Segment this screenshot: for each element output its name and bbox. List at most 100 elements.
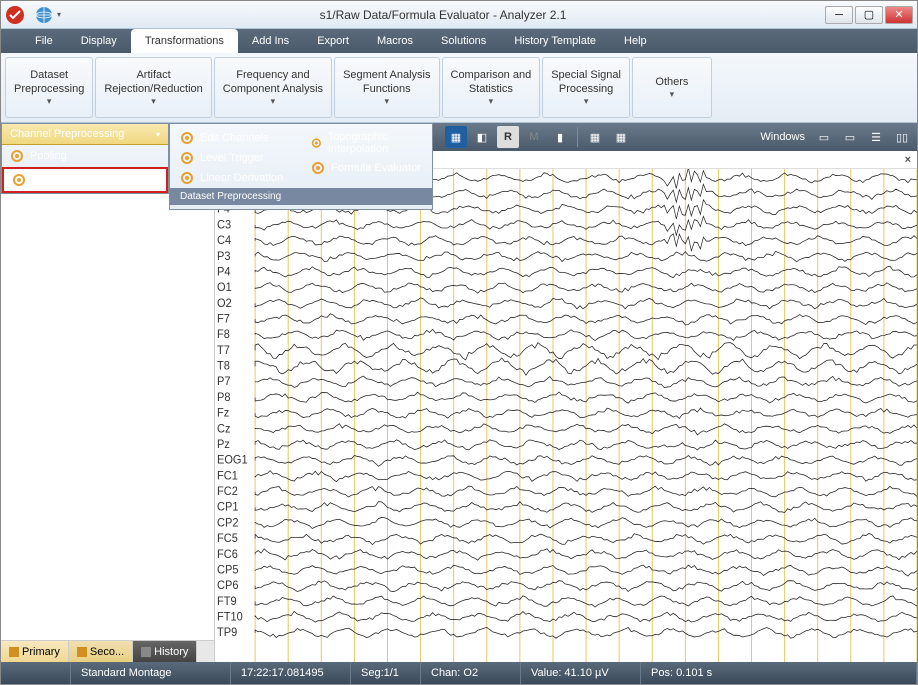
dropdown-level-trigger[interactable]: Level Trigger: [170, 148, 301, 168]
dropdown-pooling[interactable]: Pooling: [2, 145, 168, 167]
maximize-button[interactable]: ▢: [855, 6, 883, 24]
toolbar-btn-m[interactable]: M: [523, 126, 545, 148]
svg-text:C3: C3: [217, 218, 231, 232]
ribbon-dataset-preprocessing[interactable]: DatasetPreprocessing▾: [5, 57, 93, 118]
svg-text:Cz: Cz: [217, 422, 231, 436]
statusbar: Standard Montage 17:22:17.081495 Seg:1/1…: [1, 662, 917, 684]
menu-display[interactable]: Display: [67, 29, 131, 53]
dropdown-formula-evaluator[interactable]: Formula Evaluator: [301, 158, 432, 178]
ribbon-label: Others: [655, 75, 688, 89]
toolbar-btn-1[interactable]: ▦: [445, 126, 467, 148]
dropdown-topographic-interpolation[interactable]: Topographic Interpolation: [301, 128, 432, 158]
menu-addins[interactable]: Add Ins: [238, 29, 303, 53]
ribbon-label: Special SignalProcessing: [551, 68, 621, 97]
toolbar-window-2[interactable]: ▭: [839, 126, 861, 148]
ribbon-comparison-statistics[interactable]: Comparison andStatistics▾: [442, 57, 541, 118]
dropdown-channel-preprocessing[interactable]: Channel Preprocessing▾: [2, 124, 168, 145]
gear-icon: [180, 171, 194, 185]
eeg-close-button[interactable]: ×: [905, 154, 911, 166]
eeg-canvas[interactable]: Fp2F3F4C3C4P3P4O1O2F7F8T7T8P7P8FzCzPzEOG…: [215, 169, 917, 662]
svg-text:FT9: FT9: [217, 594, 237, 608]
svg-text:TP9: TP9: [217, 626, 237, 640]
app-logo-icon: [5, 5, 25, 25]
svg-text:CP1: CP1: [217, 500, 238, 514]
gear-icon: [10, 149, 24, 163]
menu-transformations[interactable]: Transformations: [131, 29, 238, 53]
ribbon-frequency-analysis[interactable]: Frequency andComponent Analysis▾: [214, 57, 332, 118]
menu-help[interactable]: Help: [610, 29, 661, 53]
toolbar-btn-r[interactable]: R: [497, 126, 519, 148]
ribbon-special-signal[interactable]: Special SignalProcessing▾: [542, 57, 630, 118]
window-title: s1/Raw Data/Formula Evaluator - Analyzer…: [61, 8, 825, 22]
toolbar-btn-6[interactable]: ▦: [610, 126, 632, 148]
status-pos: Pos: 0.101 s: [641, 662, 917, 684]
toolbar-btn-4[interactable]: ▮: [549, 126, 571, 148]
titlebar: ▾ s1/Raw Data/Formula Evaluator - Analyz…: [1, 1, 917, 29]
toolbar-btn-2[interactable]: ◧: [471, 126, 493, 148]
svg-text:P7: P7: [217, 375, 230, 389]
minimize-button[interactable]: ─: [825, 6, 853, 24]
toolbar-window-1[interactable]: ▭: [813, 126, 835, 148]
svg-text:P3: P3: [217, 249, 230, 263]
menubar: File Display Transformations Add Ins Exp…: [1, 29, 917, 53]
gear-icon: [12, 173, 26, 187]
toolbar: Channel Preprocessing▾ Pooling New Refer…: [1, 123, 917, 151]
menu-export[interactable]: Export: [303, 29, 363, 53]
toolbar-btn-5[interactable]: ▦: [584, 126, 606, 148]
menu-solutions[interactable]: Solutions: [427, 29, 500, 53]
gear-icon: [180, 131, 194, 145]
gear-icon: [311, 161, 325, 175]
toolbar-window-3[interactable]: ☰: [865, 126, 887, 148]
tree-tab-history[interactable]: History: [133, 641, 197, 662]
ribbon: DatasetPreprocessing▾ ArtifactRejection/…: [1, 53, 917, 123]
toolbar-windows-label[interactable]: Windows: [760, 131, 805, 143]
svg-text:FC1: FC1: [217, 469, 238, 483]
svg-text:C4: C4: [217, 234, 232, 248]
svg-text:F8: F8: [217, 328, 230, 342]
menu-history-template[interactable]: History Template: [500, 29, 610, 53]
history-icon: [141, 647, 151, 657]
svg-text:O2: O2: [217, 296, 232, 310]
svg-text:EOG1: EOG1: [217, 453, 248, 467]
svg-text:P4: P4: [217, 265, 231, 279]
book-icon: [9, 647, 19, 657]
dropdown-linear-derivation[interactable]: Linear Derivation: [170, 168, 301, 188]
dropdown-new-reference[interactable]: New Reference: [2, 167, 168, 193]
ribbon-label: DatasetPreprocessing: [14, 68, 84, 97]
tree-panel: Formula Evaluator + s2 Primary Seco... H…: [1, 151, 215, 662]
ribbon-label: Segment AnalysisFunctions: [343, 68, 430, 97]
gear-icon: [180, 151, 194, 165]
svg-text:O1: O1: [217, 281, 232, 295]
toolbar-window-4[interactable]: ▯▯: [891, 126, 913, 148]
menu-file[interactable]: File: [21, 29, 67, 53]
dropdown-edit-channels[interactable]: Edit Channels: [170, 128, 301, 148]
tree-tab-secondary[interactable]: Seco...: [69, 641, 133, 662]
eeg-panel: × Fp2F3F4C3C4P3P4O1O2F7F8T7T8P7P8FzCzPzE…: [215, 151, 917, 662]
ribbon-label: Frequency andComponent Analysis: [223, 68, 323, 97]
status-montage: Standard Montage: [71, 662, 231, 684]
svg-text:FC2: FC2: [217, 485, 238, 499]
svg-text:P8: P8: [217, 390, 230, 404]
ribbon-artifact-rejection[interactable]: ArtifactRejection/Reduction▾: [95, 57, 211, 118]
close-button[interactable]: ✕: [885, 6, 913, 24]
ribbon-segment-analysis[interactable]: Segment AnalysisFunctions▾: [334, 57, 439, 118]
ribbon-others[interactable]: Others▾: [632, 57, 712, 118]
svg-text:CP6: CP6: [217, 579, 238, 593]
gear-icon: [311, 136, 322, 150]
ribbon-label: ArtifactRejection/Reduction: [104, 68, 202, 97]
svg-text:T7: T7: [217, 343, 230, 357]
svg-text:T8: T8: [217, 359, 230, 373]
status-time: 17:22:17.081495: [231, 662, 351, 684]
status-chan: Chan: O2: [421, 662, 521, 684]
tree-tab-primary[interactable]: Primary: [1, 641, 69, 662]
menu-macros[interactable]: Macros: [363, 29, 427, 53]
svg-text:Fz: Fz: [217, 406, 229, 420]
book-icon: [77, 647, 87, 657]
status-seg: Seg:1/1: [351, 662, 421, 684]
dropdown-footer: Dataset Preprocessing: [170, 188, 432, 205]
globe-icon[interactable]: [35, 6, 53, 24]
svg-text:FC5: FC5: [217, 532, 238, 546]
svg-text:CP2: CP2: [217, 516, 238, 530]
svg-text:CP5: CP5: [217, 563, 239, 577]
ribbon-label: Comparison andStatistics: [451, 68, 532, 97]
